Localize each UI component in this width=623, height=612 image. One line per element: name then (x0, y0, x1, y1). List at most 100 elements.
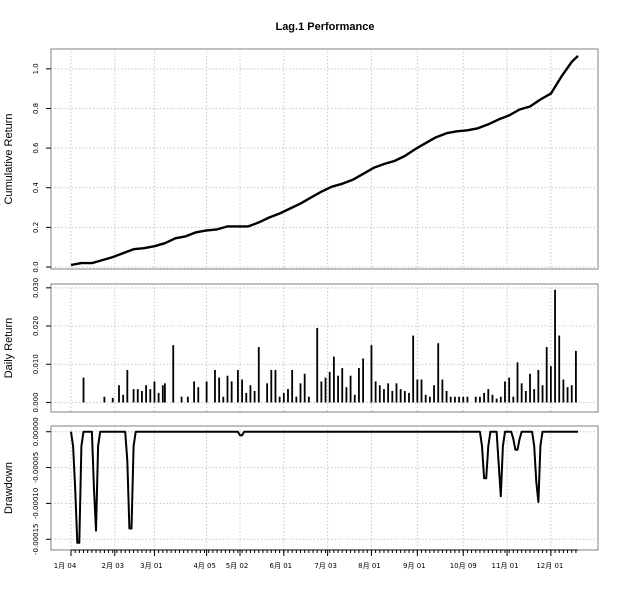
daily-bar-80 (479, 396, 481, 403)
daily-bar-7 (136, 389, 139, 403)
cumulative-ytick-label-0: 0.0 (32, 261, 40, 272)
daily-bar-96 (545, 347, 548, 403)
daily-bar-97 (549, 366, 552, 403)
daily-ytick-label-1: 0.010 (32, 354, 40, 374)
daily-bar-51 (349, 375, 352, 403)
x-tick-label-3: 4月 05 (193, 562, 216, 570)
daily-bar-78 (466, 396, 469, 403)
daily-bar-76 (458, 396, 460, 403)
daily-bar-85 (499, 396, 502, 403)
daily-bar-37 (287, 389, 289, 403)
daily-bar-72 (441, 379, 444, 403)
daily-bar-54 (362, 358, 364, 403)
x-tick-label-7: 8月 01 (358, 562, 381, 570)
daily-bar-79 (474, 396, 477, 403)
daily-y-label: Daily Return (3, 318, 15, 379)
daily-bar-74 (449, 396, 452, 403)
daily-bar-62 (399, 389, 402, 403)
daily-bar-1 (103, 396, 106, 403)
daily-bar-94 (537, 369, 540, 403)
daily-bar-57 (378, 385, 381, 403)
daily-panel: 0.000 0.010 0.020 0.030 Daily Return (3, 278, 599, 413)
cumulative-grid (51, 49, 598, 269)
daily-bar-75 (454, 396, 456, 403)
cumulative-ytick-label-5: 1.0 (32, 63, 40, 74)
daily-bar-70 (433, 385, 435, 403)
daily-bar-0 (82, 377, 85, 403)
daily-bar-60 (391, 390, 394, 403)
daily-bar-32 (266, 383, 269, 403)
daily-bar-25 (230, 381, 233, 403)
daily-bar-98 (554, 289, 556, 403)
daily-bar-61 (395, 383, 398, 403)
x-tick-label-2: 3月 01 (140, 562, 163, 570)
daily-bar-28 (245, 392, 248, 403)
chart-title: Lag.1 Performance (275, 21, 374, 33)
daily-bar-64 (408, 392, 410, 403)
daily-bar-100 (562, 379, 565, 403)
cumulative-ytick-label-1: 0.2 (32, 222, 40, 233)
daily-bar-103 (575, 350, 577, 403)
daily-bar-33 (270, 369, 273, 403)
x-tick-label-0: 1月 04 (54, 562, 77, 570)
cumulative-y-label: Cumulative Return (3, 113, 15, 204)
daily-y-axis: 0.000 0.010 0.020 0.030 (32, 278, 51, 412)
x-tick-label-4: 5月 02 (226, 562, 249, 570)
daily-bar-63 (403, 390, 406, 403)
cumulative-ytick-label-4: 0.8 (32, 103, 40, 114)
daily-bar-20 (205, 381, 208, 403)
daily-bar-65 (412, 335, 415, 403)
daily-bar-8 (141, 390, 143, 403)
daily-bar-47 (332, 356, 335, 403)
daily-bar-67 (420, 379, 423, 403)
x-axis: 1月 04 2月 03 3月 01 4月 05 5月 02 6月 01 7月 03 8月 01… (54, 549, 578, 570)
daily-bar-21 (214, 369, 216, 403)
daily-bar-26 (237, 369, 239, 403)
daily-bar-5 (126, 369, 129, 403)
daily-bar-34 (274, 369, 277, 403)
daily-bar-3 (118, 385, 120, 403)
daily-bar-53 (358, 368, 360, 403)
daily-bar-22 (218, 377, 221, 403)
daily-bar-55 (370, 345, 373, 403)
daily-bar-66 (416, 379, 419, 403)
daily-bar-9 (145, 385, 148, 403)
daily-bar-73 (445, 390, 448, 403)
daily-bar-35 (278, 396, 281, 403)
daily-ytick-label-2: 0.020 (32, 316, 40, 336)
daily-bar-15 (172, 345, 175, 403)
daily-bar-43 (316, 327, 319, 403)
cumulative-panel: 0.0 0.2 0.4 0.6 0.8 1.0 Cumulative Return (3, 48, 599, 273)
daily-bar-13 (161, 385, 164, 403)
daily-bar-18 (193, 381, 195, 403)
x-tick-label-5: 6月 01 (270, 562, 293, 570)
daily-bar-40 (299, 383, 302, 403)
daily-bar-82 (487, 389, 490, 403)
daily-ytick-label-3: 0.030 (32, 278, 40, 298)
daily-bar-69 (428, 396, 431, 403)
drawdown-y-axis: -0.00015 -0.00010 -0.00005 0.00000 (32, 417, 51, 555)
daily-bar-84 (495, 398, 498, 403)
x-tick-label-10: 11月 01 (492, 562, 519, 570)
daily-bar-39 (295, 396, 298, 403)
daily-bar-45 (324, 377, 327, 403)
x-tick-label-9: 10月 09 (450, 562, 477, 570)
daily-bar-12 (157, 392, 160, 403)
daily-bar-68 (424, 394, 427, 403)
drawdown-series (70, 430, 578, 544)
daily-bar-58 (383, 389, 385, 403)
daily-bar-4 (122, 394, 125, 403)
drawdown-ytick-label-0: -0.00015 (32, 524, 40, 555)
daily-bar-42 (307, 396, 310, 403)
daily-bar-29 (249, 385, 252, 403)
daily-bar-56 (374, 381, 377, 403)
x-tick-label-1: 2月 03 (102, 562, 125, 570)
cumulative-y-axis: 0.0 0.2 0.4 0.6 0.8 1.0 (32, 63, 51, 273)
daily-bar-2 (111, 397, 114, 403)
daily-ytick-label-0: 0.000 (32, 392, 40, 412)
x-tick-label-8: 9月 01 (403, 562, 426, 570)
daily-bar-16 (180, 396, 183, 403)
daily-bar-52 (353, 394, 356, 403)
daily-bar-92 (529, 373, 531, 403)
daily-panel-frame (50, 283, 599, 413)
